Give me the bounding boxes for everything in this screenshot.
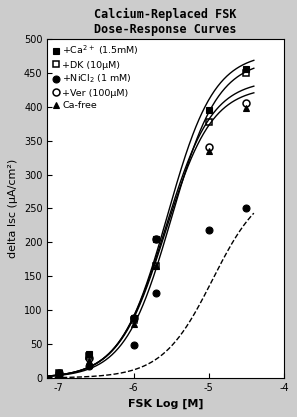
Legend: +Ca$^{2+}$ (1.5mM), +DK (10μM), +NiCl$_2$ (1 mM), +Ver (100μM), Ca-free: +Ca$^{2+}$ (1.5mM), +DK (10μM), +NiCl$_2… [50, 42, 141, 112]
Title: Calcium-Replaced FSK
Dose-Response Curves: Calcium-Replaced FSK Dose-Response Curve… [94, 8, 237, 36]
X-axis label: FSK Log [M]: FSK Log [M] [128, 398, 203, 409]
Y-axis label: delta Isc (μA/cm²): delta Isc (μA/cm²) [8, 159, 18, 258]
